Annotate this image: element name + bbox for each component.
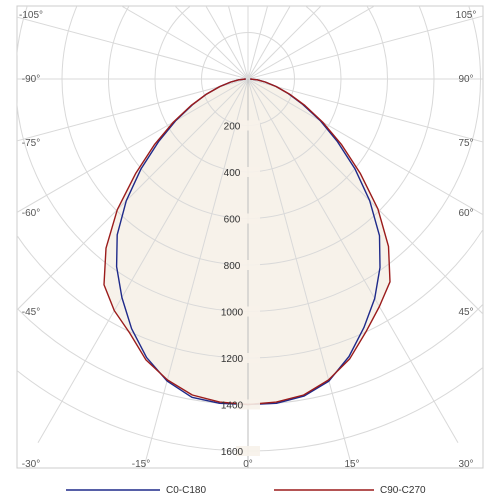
radial-tick-background — [236, 353, 260, 363]
radial-tick-label: 800 — [224, 261, 241, 272]
legend-label-c90-c270: C90-C270 — [380, 485, 426, 496]
radial-tick-label: 1400 — [221, 401, 244, 412]
radial-tick-labels: 200 400 600 800 1000 1200 1400 1600 — [221, 120, 260, 458]
radial-tick-background — [236, 260, 260, 270]
grid-spoke — [247, 6, 322, 80]
angle-label-left: -75° — [22, 138, 40, 149]
grid-spoke — [247, 6, 376, 80]
radial-tick-label: 400 — [224, 168, 241, 179]
radial-tick-background — [236, 446, 260, 456]
radial-tick-label: 600 — [224, 215, 241, 226]
legend-label-c0-c180: C0-C180 — [166, 485, 206, 496]
grid-spoke — [205, 6, 249, 80]
angle-label-bottom: 0° — [243, 459, 253, 470]
grid-spoke — [17, 16, 249, 80]
angle-label-right: 45° — [458, 307, 473, 318]
angle-label-left: -15° — [132, 459, 150, 470]
grid-spoke — [143, 78, 249, 468]
angle-label-left: -105° — [19, 10, 43, 21]
grid-spoke — [247, 78, 483, 216]
grid-spoke — [17, 78, 249, 213]
radial-tick-background — [236, 399, 260, 410]
radial-tick-label: 1000 — [221, 308, 244, 319]
angle-label-left: -60° — [22, 208, 40, 219]
distribution-fill-layer — [103, 79, 391, 405]
radial-tick-background — [236, 167, 260, 177]
angle-label-right: 60° — [458, 208, 473, 219]
radial-tick-label: 1200 — [221, 354, 244, 365]
grid-spoke — [227, 6, 249, 80]
grid-spoke — [247, 6, 269, 80]
angle-label-left: -30° — [22, 459, 40, 470]
grid-spoke — [174, 6, 249, 80]
grid-spoke — [17, 78, 249, 311]
grid-spoke — [247, 78, 483, 143]
angle-label-right: 90° — [458, 74, 473, 85]
radial-tick-label: 1600 — [221, 447, 244, 458]
grid-spoke — [247, 78, 353, 468]
grid-spoke — [247, 6, 291, 80]
radial-tick-background — [236, 213, 260, 224]
radial-tick-label: 200 — [224, 122, 241, 133]
grid-spoke — [120, 6, 249, 80]
angle-label-left: -45° — [22, 307, 40, 318]
angle-labels: -105° -90° -75° -60° -45° -30° -15° 0° 15° 30° 45°… — [19, 10, 476, 470]
grid-spoke — [17, 78, 249, 142]
angle-label-right: 105° — [456, 10, 477, 21]
angle-label-right: 75° — [458, 138, 473, 149]
angle-label-left: -90° — [22, 74, 40, 85]
angle-label-right: 15° — [344, 459, 359, 470]
angle-label-right: 30° — [458, 459, 473, 470]
radial-tick-background — [236, 306, 260, 317]
grid-spoke — [37, 78, 249, 443]
distribution-fill — [103, 79, 391, 405]
grid-spoke — [247, 78, 459, 443]
grid-spoke — [247, 78, 483, 315]
radial-tick-background — [236, 120, 260, 131]
grid-spoke — [247, 15, 483, 80]
legend: C0-C180 C90-C270 — [66, 485, 426, 496]
